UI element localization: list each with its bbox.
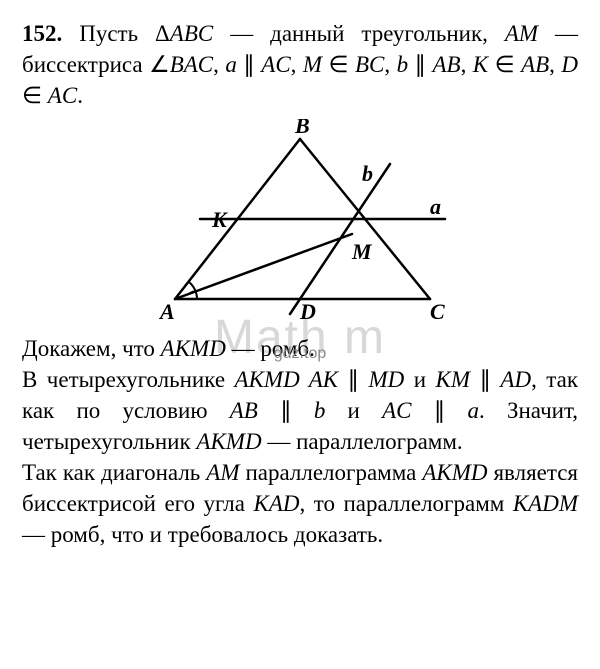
svg-text:a: a (430, 194, 441, 219)
svg-text:b: b (362, 161, 373, 186)
svg-text:M: M (351, 239, 373, 264)
svg-text:K: K (211, 207, 228, 232)
svg-text:B: B (294, 119, 310, 138)
proof-line-2: В четырехугольнике AKMD AK ∥ MD и KM ∥ A… (22, 364, 578, 457)
svg-text:D: D (299, 299, 316, 324)
diagram-container: A B C K M Da b (22, 119, 578, 329)
proof-line-1: Докажем, что AKMD — ромб. (22, 333, 578, 364)
problem-number: 152. (22, 21, 62, 46)
svg-text:C: C (430, 299, 445, 324)
triangle-diagram: A B C K M Da b (130, 119, 470, 329)
problem-content: 152. Пусть ΔABC — данный треуголь­ник, A… (22, 18, 578, 550)
problem-intro: 152. Пусть ΔABC — данный треуголь­ник, A… (22, 18, 578, 111)
svg-text:A: A (158, 299, 175, 324)
proof-line-3: Так как диагональ AM параллелограм­ма AK… (22, 457, 578, 550)
